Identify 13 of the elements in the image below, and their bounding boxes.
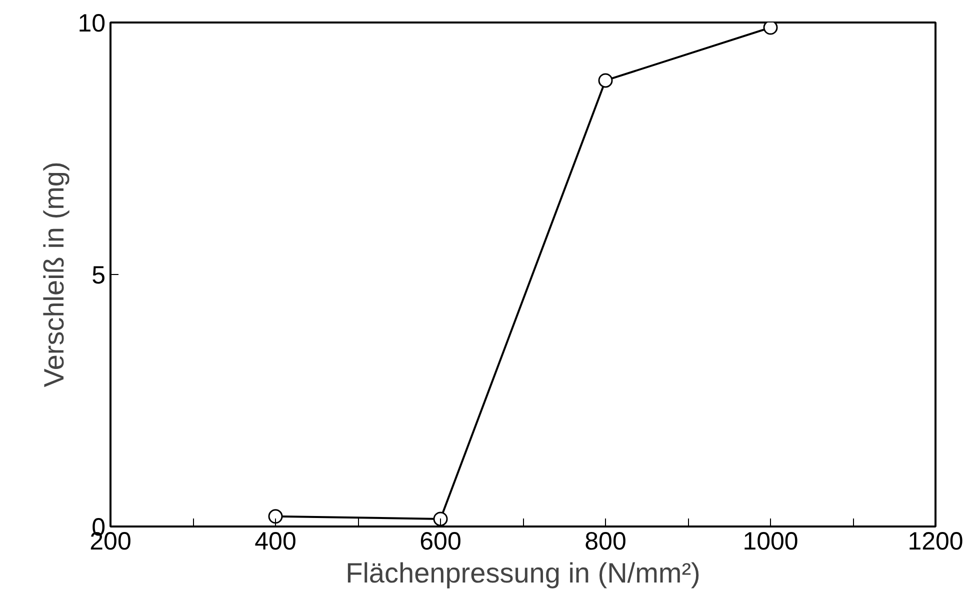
point [268, 509, 283, 524]
x-tick-label: 600 [420, 528, 462, 556]
x-axis-title: Flächenpressung in (N/mm²) [346, 558, 700, 588]
point [598, 73, 613, 88]
y-axis-title: Verschleiß in (mg) [38, 162, 70, 388]
x-tick-label: 800 [584, 528, 626, 556]
y-tick-label: 5 [92, 262, 106, 290]
x-tick-label: 1200 [908, 528, 964, 556]
y-tick-label: 10 [78, 10, 106, 38]
point [763, 22, 778, 35]
x-tick-label: 400 [254, 528, 296, 556]
x-tick-label: 1000 [742, 528, 798, 556]
point [433, 512, 448, 526]
